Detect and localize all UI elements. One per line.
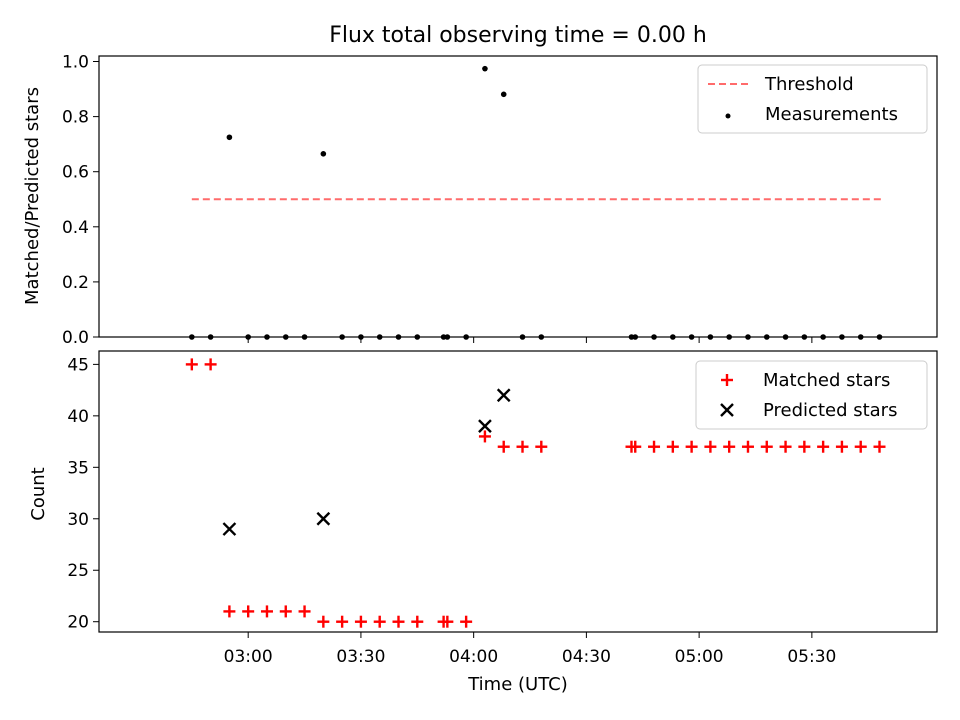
top-panel-frame (98, 55, 938, 338)
matched-star-point (723, 440, 736, 453)
bottom-y-tick-label: 35 (67, 458, 89, 478)
matched-star-point (629, 440, 642, 453)
matched-star-point (873, 440, 886, 453)
x-tick-label: 03:00 (224, 647, 273, 667)
matched-star-point (817, 440, 830, 453)
matched-star-point (411, 615, 424, 628)
matched-star-point (354, 615, 367, 628)
matched-star-point (298, 605, 311, 618)
matched-star-point (204, 358, 217, 371)
matched-star-point (685, 440, 698, 453)
matched-star-point (373, 615, 386, 628)
matched-star-point (185, 358, 198, 371)
legend-predicted-swatch (720, 403, 734, 417)
bottom-y-tick-label: 20 (67, 613, 89, 633)
matched-star-point (242, 605, 255, 618)
matched-star-point (779, 440, 792, 453)
legend-measurements-label: Measurements (765, 104, 898, 125)
matched-star-point (535, 440, 548, 453)
top-legend: Threshold Measurements (697, 64, 928, 134)
measurement-point (226, 134, 233, 141)
top-y-tick-label: 1.0 (62, 53, 89, 73)
measurement-point (500, 91, 507, 98)
top-y-tick-label: 0.2 (62, 273, 89, 293)
matched-star-point (854, 440, 867, 453)
predicted-star-point (478, 419, 492, 433)
legend-threshold-label: Threshold (764, 74, 854, 95)
predicted-star-stroke-b (316, 511, 331, 526)
bottom-panel-ticks: 03:00 03:30 04:00 04:30 05:00 05:30 20 25 30 35 40… (67, 355, 836, 667)
top-y-tick-label: 0.6 (62, 163, 89, 183)
matched-star-point (441, 615, 454, 628)
matched-star-point (760, 440, 773, 453)
chart-title: Flux total observing time = 0.00 h (329, 23, 707, 48)
predicted-star-point (496, 388, 511, 403)
bottom-y-tick-label: 40 (67, 407, 89, 427)
x-tick-label: 03:30 (336, 647, 385, 667)
top-y-tick-label: 0.4 (62, 218, 89, 238)
bottom-panel: 03:00 03:30 04:00 04:30 05:00 05:30 20 25 30 35 40… (28, 350, 938, 695)
x-tick-label: 05:00 (675, 647, 724, 667)
matched-star-point (516, 440, 529, 453)
predicted-star-point (222, 522, 237, 536)
bottom-y-tick-label: 25 (67, 561, 89, 581)
measurement-point (482, 65, 488, 72)
x-tick-label: 05:30 (787, 647, 836, 667)
matched-star-point (336, 615, 349, 628)
predicted-star-stroke-b (222, 522, 237, 536)
x-axis-label: Time (UTC) (467, 674, 568, 695)
bottom-panel-frame (98, 350, 938, 633)
predicted-star-point (316, 511, 331, 526)
predicted-star-stroke-b (496, 388, 511, 403)
matched-star-point (704, 440, 717, 453)
bottom-legend: Matched stars Predicted stars (695, 360, 928, 430)
matched-star-point (260, 605, 273, 618)
matched-star-point (460, 615, 473, 628)
top-y-tick-label: 0.8 (62, 108, 89, 128)
legend-matched-label: Matched stars (763, 370, 890, 391)
matched-star-point (478, 430, 491, 443)
matched-star-point (317, 615, 330, 628)
measurement-point (320, 150, 327, 157)
matched-star-point (279, 605, 292, 618)
x-tick-label: 04:30 (562, 647, 611, 667)
matched-star-point (741, 440, 754, 453)
legend-matched-swatch (721, 374, 733, 386)
legend-predicted-label: Predicted stars (763, 400, 897, 421)
top-panel-marks (189, 65, 884, 340)
matched-star-point (835, 440, 848, 453)
bottom-y-tick-label: 30 (67, 510, 89, 530)
matched-star-point (648, 440, 661, 453)
top-panel-ylabel: Matched/Predicted stars (22, 87, 43, 305)
bottom-y-tick-label: 45 (67, 355, 89, 375)
matched-star-point (497, 440, 510, 453)
matched-star-point (223, 605, 236, 618)
matched-star-point (392, 615, 405, 628)
top-legend-box (697, 64, 928, 134)
bottom-panel-marks (185, 358, 886, 628)
top-panel: 0.0 0.2 0.4 0.6 0.8 1.0 Matched/Predicted sta… (22, 53, 938, 348)
legend-measurements-swatch (725, 113, 731, 119)
x-tick-label: 04:00 (449, 647, 498, 667)
top-y-tick-label: 0.0 (62, 328, 89, 348)
matched-star-point (666, 440, 679, 453)
top-panel-ticks: 0.0 0.2 0.4 0.6 0.8 1.0 (62, 53, 813, 348)
bottom-panel-ylabel: Count (28, 467, 49, 520)
bottom-legend-box (695, 360, 928, 430)
predicted-star-stroke-b (478, 419, 492, 433)
matched-star-point (798, 440, 811, 453)
